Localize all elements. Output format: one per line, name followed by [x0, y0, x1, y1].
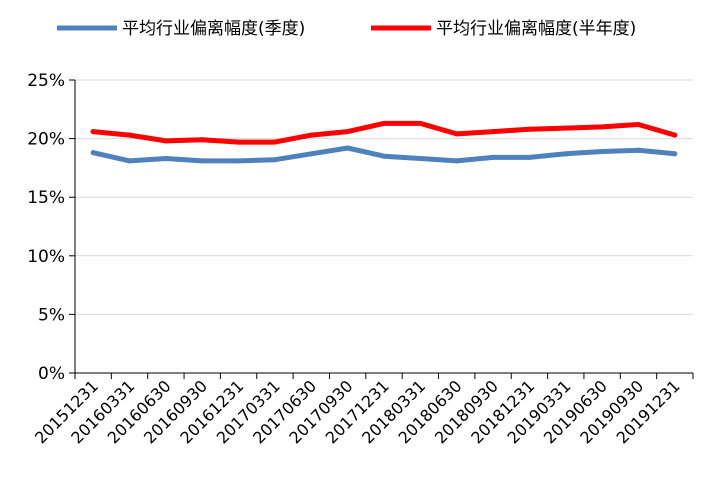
data-point-series-1 [199, 158, 205, 164]
gridlines [75, 79, 693, 315]
data-point-series-2 [199, 137, 205, 143]
series-line-2 [90, 120, 678, 145]
data-point-series-2 [454, 131, 460, 137]
y-tick-label: 15% [27, 188, 65, 208]
data-point-series-1 [127, 158, 133, 164]
y-tick-label: 0% [38, 364, 65, 384]
data-point-series-1 [272, 157, 278, 163]
data-point-series-2 [127, 132, 133, 138]
data-point-series-1 [635, 147, 641, 153]
data-point-series-2 [563, 125, 569, 131]
legend-label-1: 平均行业偏离幅度(季度) [122, 19, 305, 39]
data-point-series-2 [490, 129, 496, 135]
axes [74, 80, 693, 374]
legend-label-2: 平均行业偏离幅度(半年度) [436, 19, 636, 39]
data-point-series-2 [90, 129, 96, 135]
data-point-series-1 [308, 151, 314, 157]
data-point-series-1 [563, 151, 569, 157]
series-lines [90, 120, 678, 164]
data-point-series-2 [236, 139, 242, 145]
data-point-series-1 [526, 154, 532, 160]
data-point-series-2 [381, 120, 387, 126]
data-point-series-2 [308, 132, 314, 138]
data-point-series-2 [599, 124, 605, 130]
data-point-series-1 [90, 150, 96, 156]
data-point-series-2 [417, 120, 423, 126]
data-point-series-1 [345, 145, 351, 151]
data-point-series-1 [381, 153, 387, 159]
legend: 平均行业偏离幅度(季度) 平均行业偏离幅度(半年度) [57, 19, 636, 39]
data-point-series-1 [490, 154, 496, 160]
data-point-series-2 [526, 126, 532, 132]
data-point-series-2 [672, 132, 678, 138]
y-tick-label: 25% [27, 71, 65, 91]
data-point-series-2 [163, 138, 169, 144]
data-point-series-1 [163, 156, 169, 162]
x-axis-ticks: 2015123120160331201606302016093020161231… [31, 373, 694, 447]
data-point-series-2 [635, 122, 641, 128]
data-point-series-1 [599, 148, 605, 154]
y-tick-label: 5% [38, 305, 65, 325]
y-tick-label: 10% [27, 247, 65, 267]
data-point-series-2 [272, 139, 278, 145]
data-point-series-1 [417, 156, 423, 162]
data-point-series-1 [454, 158, 460, 164]
data-point-series-2 [345, 129, 351, 135]
data-point-series-1 [236, 158, 242, 164]
y-tick-label: 20% [27, 130, 65, 150]
data-point-series-1 [672, 151, 678, 157]
y-axis-ticks: 0% 5% 10% 15% 20% 25% [27, 71, 75, 384]
